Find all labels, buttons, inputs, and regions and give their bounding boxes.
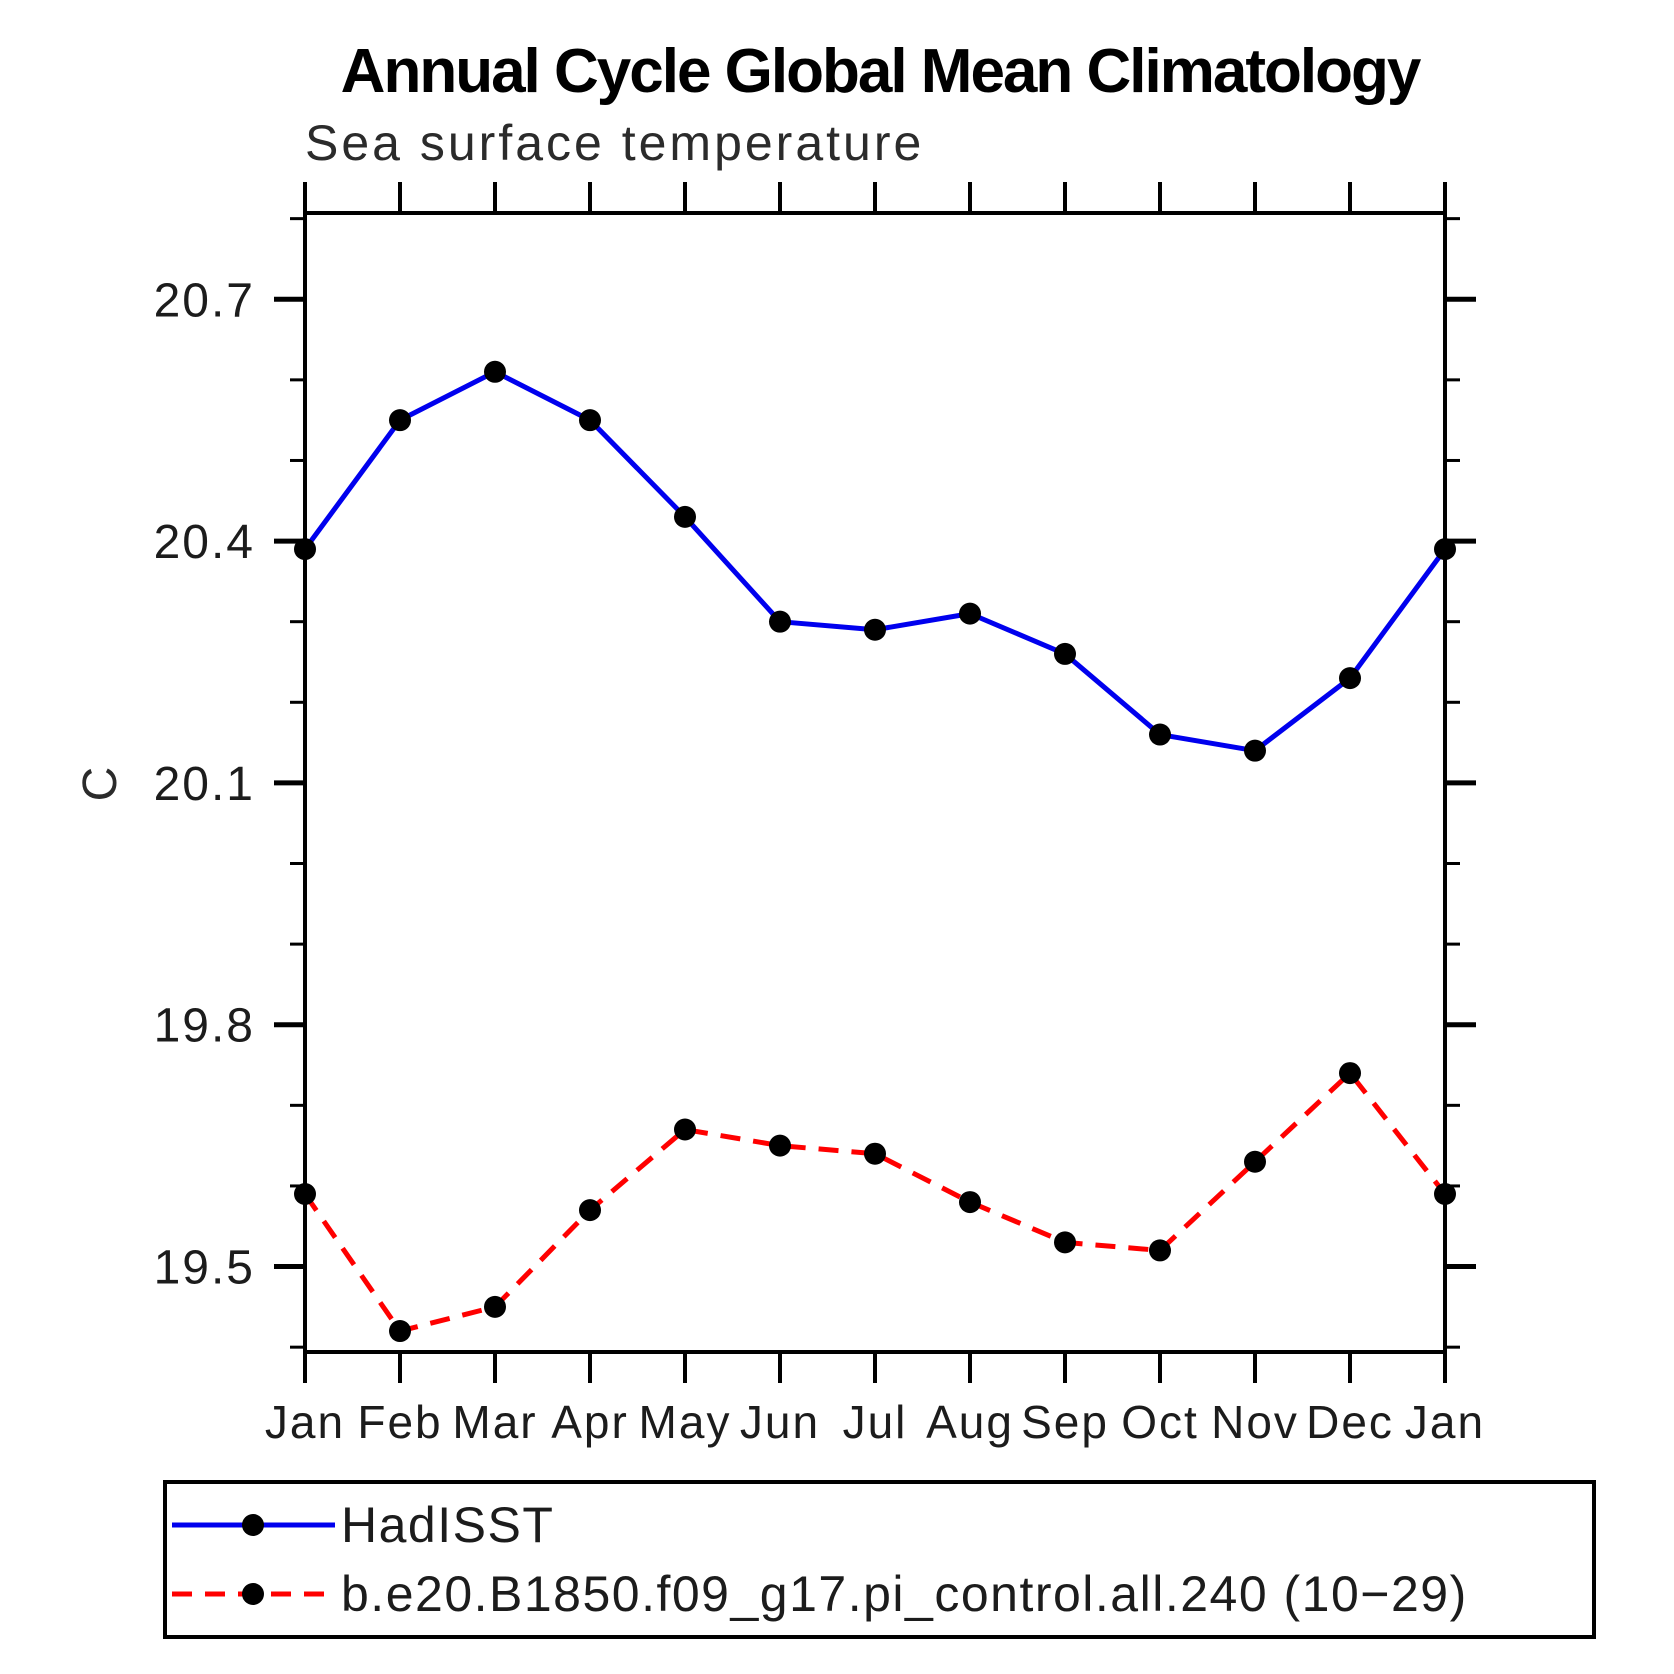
model-data-point-marker [769, 1134, 791, 1157]
model-data-point-marker [674, 1118, 696, 1141]
hadisst-data-point-marker [959, 602, 981, 625]
y-tick-label: 19.8 [154, 1000, 255, 1053]
y-tick-label: 19.5 [154, 1242, 255, 1295]
x-month-label: Sep [1021, 1396, 1109, 1448]
x-month-label: Mar [452, 1396, 537, 1448]
model-data-point-marker [1149, 1239, 1171, 1262]
x-month-label: Jan [1405, 1396, 1485, 1448]
y-tick-label: 20.4 [154, 516, 255, 569]
model-data-point-marker [484, 1295, 506, 1318]
x-month-label: Jul [843, 1396, 908, 1448]
y-axis-label: C [74, 765, 127, 802]
x-month-label: May [639, 1396, 732, 1448]
hadisst-data-point-marker [389, 409, 411, 432]
legend-box [163, 1480, 1596, 1639]
chart-title: Annual Cycle Global Mean Climatology [341, 37, 1422, 106]
legend-sample-marker-model [242, 1583, 264, 1605]
hadisst-data-point-marker [674, 505, 696, 528]
x-month-label: Apr [551, 1396, 629, 1448]
x-month-label: Aug [926, 1396, 1014, 1448]
x-month-label: Dec [1306, 1396, 1394, 1448]
model-data-point-marker [1244, 1150, 1266, 1173]
hadisst-data-point-marker [1054, 642, 1076, 665]
model-data-point-marker [294, 1183, 316, 1206]
hadisst-data-point-marker [769, 610, 791, 633]
hadisst-data-point-marker [579, 409, 601, 432]
x-month-label: Jan [265, 1396, 345, 1448]
x-month-label: Oct [1121, 1396, 1199, 1448]
legend: HadISST b.e20.B1850.f09_g17.pi_control.a… [163, 1480, 1596, 1639]
model-data-point-marker [959, 1191, 981, 1214]
x-month-label: Jun [740, 1396, 820, 1448]
y-tick-label: 20.7 [154, 274, 255, 327]
hadisst-line [302, 369, 1448, 754]
model-data-point-marker [1054, 1231, 1076, 1254]
hadisst-data-point-marker [864, 618, 886, 641]
hadisst-data-point-marker [1434, 538, 1456, 561]
hadisst-data-point-marker [484, 360, 506, 383]
hadisst-data-point-marker [294, 538, 316, 561]
legend-sample-marker-hadisst [242, 1514, 264, 1536]
hadisst-data-point-marker [1149, 723, 1171, 746]
model-data-point-marker [389, 1320, 411, 1343]
x-month-label: Feb [357, 1396, 442, 1448]
model-data-point-marker [579, 1199, 601, 1222]
model-data-point-marker [1434, 1183, 1456, 1206]
chart-subtitle: Sea surface temperature [305, 115, 924, 171]
hadisst-data-point-marker [1339, 667, 1361, 690]
legend-label-hadisst: HadISST [341, 1497, 554, 1553]
model-line [302, 1070, 1447, 1334]
model-data-point-marker [864, 1142, 886, 1165]
x-month-label: Nov [1211, 1396, 1299, 1448]
y-tick-label: 20.1 [154, 758, 255, 811]
legend-label-model: b.e20.B1850.f09_g17.pi_control.all.240 (… [341, 1566, 1468, 1622]
model-data-point-marker [1339, 1062, 1361, 1085]
hadisst-data-point-marker [1244, 739, 1266, 762]
